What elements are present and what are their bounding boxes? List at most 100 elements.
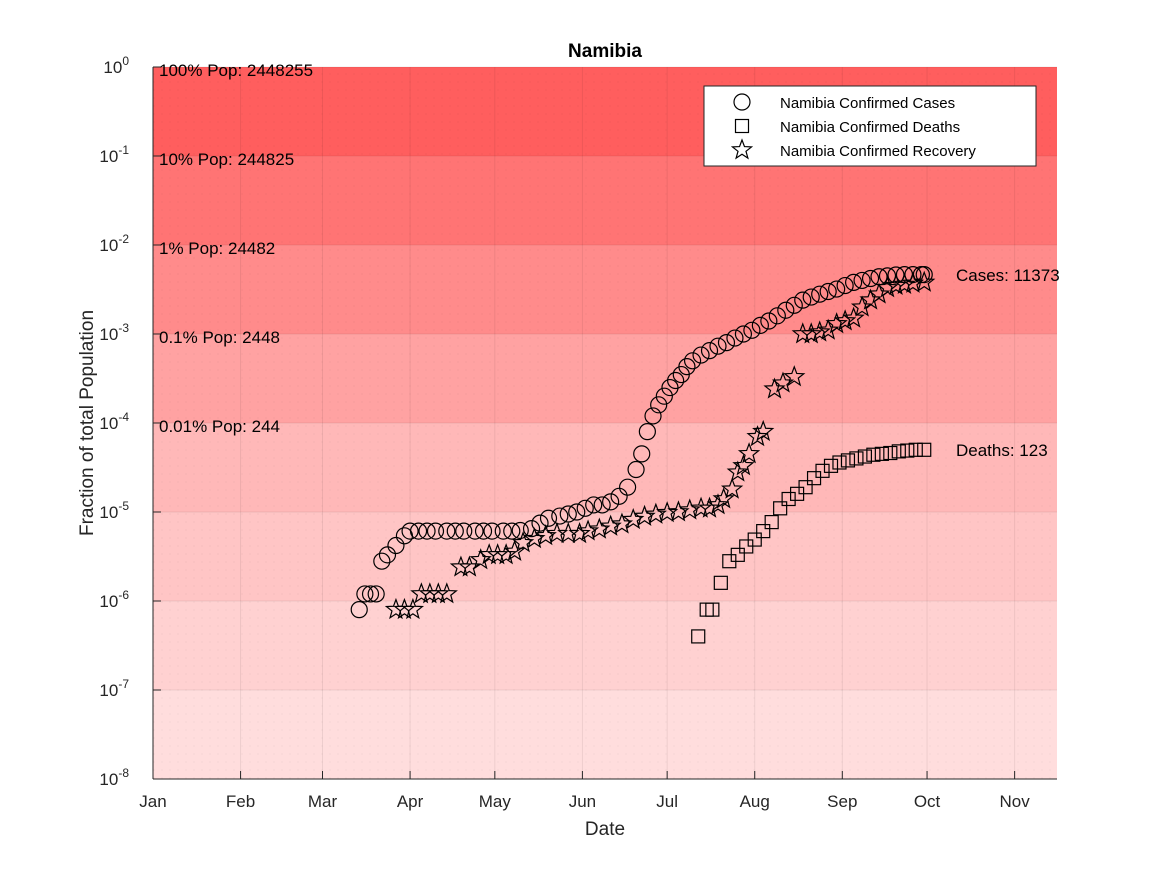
circle-point bbox=[717, 334, 736, 352]
square-point bbox=[866, 447, 881, 462]
band-labels: 100% Pop: 2448255 10% Pop: 244825 1% Pop: … bbox=[159, 61, 313, 436]
star-point bbox=[568, 522, 591, 544]
circle-point bbox=[836, 276, 854, 295]
legend-markers bbox=[730, 93, 754, 160]
star-point bbox=[726, 460, 749, 482]
circle-point bbox=[828, 280, 846, 298]
circle-point bbox=[602, 493, 620, 511]
star-point bbox=[435, 582, 458, 604]
star-point bbox=[706, 493, 730, 515]
square-point bbox=[832, 455, 847, 470]
star-point bbox=[656, 501, 679, 523]
square-point bbox=[747, 532, 762, 547]
star-point bbox=[808, 320, 831, 342]
data-markers bbox=[350, 265, 936, 644]
square-point bbox=[883, 445, 898, 461]
circle-point bbox=[802, 288, 820, 306]
circle-point bbox=[522, 520, 541, 538]
star-point bbox=[576, 519, 600, 541]
x-axis-ticks: Jan Feb Mar Apr May Jun Jul Aug Sep Oct Nov bbox=[139, 771, 1030, 811]
star-point bbox=[884, 273, 908, 296]
circle-point bbox=[367, 585, 385, 603]
circle-point bbox=[667, 371, 685, 390]
circle-point bbox=[638, 423, 656, 441]
end-label-cases: Cases: 11373 bbox=[956, 266, 1060, 285]
circle-point bbox=[466, 522, 484, 540]
square-point bbox=[908, 442, 923, 457]
circle-point bbox=[418, 522, 436, 540]
circle-point bbox=[709, 337, 727, 355]
circle-point bbox=[811, 285, 829, 303]
star-point bbox=[644, 502, 667, 524]
star-point bbox=[427, 582, 450, 604]
circle-point bbox=[700, 342, 719, 360]
y-tick-label: 10-4 bbox=[99, 410, 129, 433]
square-point bbox=[798, 480, 813, 495]
legend-marker-circle bbox=[733, 93, 751, 111]
circle-point bbox=[768, 307, 786, 325]
star-point bbox=[842, 306, 865, 328]
square-point bbox=[691, 629, 706, 644]
square-point bbox=[917, 442, 932, 457]
circle-point bbox=[361, 585, 380, 603]
star-point bbox=[800, 322, 823, 344]
x-tick-label: Jun bbox=[569, 792, 596, 811]
y-tick-label: 10-3 bbox=[99, 321, 129, 344]
square-point bbox=[815, 463, 830, 478]
star-point bbox=[825, 312, 848, 334]
circle-point bbox=[692, 346, 710, 364]
star-point bbox=[746, 425, 769, 447]
x-tick-label: Oct bbox=[914, 792, 941, 811]
square-point bbox=[840, 453, 856, 468]
circle-point bbox=[585, 496, 603, 514]
star-point bbox=[469, 548, 492, 570]
legend-entry-deaths: Namibia Confirmed Deaths bbox=[780, 119, 960, 136]
circle-point bbox=[446, 522, 464, 540]
circle-point bbox=[785, 296, 803, 314]
legend: Namibia Confirmed Cases Namibia Confirme… bbox=[703, 85, 1037, 167]
circle-point bbox=[861, 269, 880, 288]
legend-marker-square bbox=[734, 118, 750, 134]
y-tick-label: 10-7 bbox=[99, 677, 129, 700]
star-point bbox=[449, 555, 473, 577]
square-point bbox=[705, 602, 720, 617]
x-tick-label: Jan bbox=[139, 792, 166, 811]
star-point bbox=[689, 496, 713, 518]
x-tick-label: Aug bbox=[740, 792, 770, 811]
star-point bbox=[667, 500, 690, 522]
square-point bbox=[773, 501, 788, 516]
square-point bbox=[891, 444, 906, 459]
circle-point bbox=[655, 387, 673, 405]
y-tick-label: 10-5 bbox=[99, 499, 129, 522]
star-point bbox=[599, 514, 622, 536]
star-point bbox=[588, 517, 611, 539]
circle-point bbox=[350, 601, 368, 619]
star-point bbox=[783, 365, 806, 387]
star-point bbox=[523, 527, 546, 549]
star-point bbox=[720, 477, 744, 499]
band-label: 0.01% Pop: 244 bbox=[159, 417, 280, 436]
star-point bbox=[901, 271, 925, 293]
star-point bbox=[486, 543, 509, 565]
circle-point bbox=[455, 522, 473, 540]
circle-point bbox=[853, 271, 871, 290]
circle-point bbox=[568, 503, 586, 521]
x-tick-label: Jul bbox=[656, 792, 678, 811]
star-point bbox=[458, 555, 481, 577]
circle-point bbox=[777, 301, 795, 319]
x-axis-label: Date bbox=[585, 819, 625, 840]
y-tick-label: 10-8 bbox=[99, 766, 129, 789]
y-tick-label: 10-2 bbox=[99, 232, 129, 255]
square-point bbox=[857, 449, 873, 464]
circle-point bbox=[760, 312, 778, 330]
circle-point bbox=[387, 536, 405, 555]
star-point bbox=[833, 309, 857, 331]
y-tick-label: 10-6 bbox=[99, 588, 129, 611]
legend-entry-cases: Namibia Confirmed Cases bbox=[780, 95, 955, 112]
star-point bbox=[752, 419, 775, 442]
star-point bbox=[622, 507, 645, 530]
x-tick-label: May bbox=[479, 792, 512, 811]
circle-point bbox=[593, 496, 611, 514]
dot-texture bbox=[153, 67, 1057, 779]
y-axis-ticks: 100 10-1 10-2 10-3 10-4 10-5 10-6 10-7 10-8 bbox=[99, 54, 161, 789]
